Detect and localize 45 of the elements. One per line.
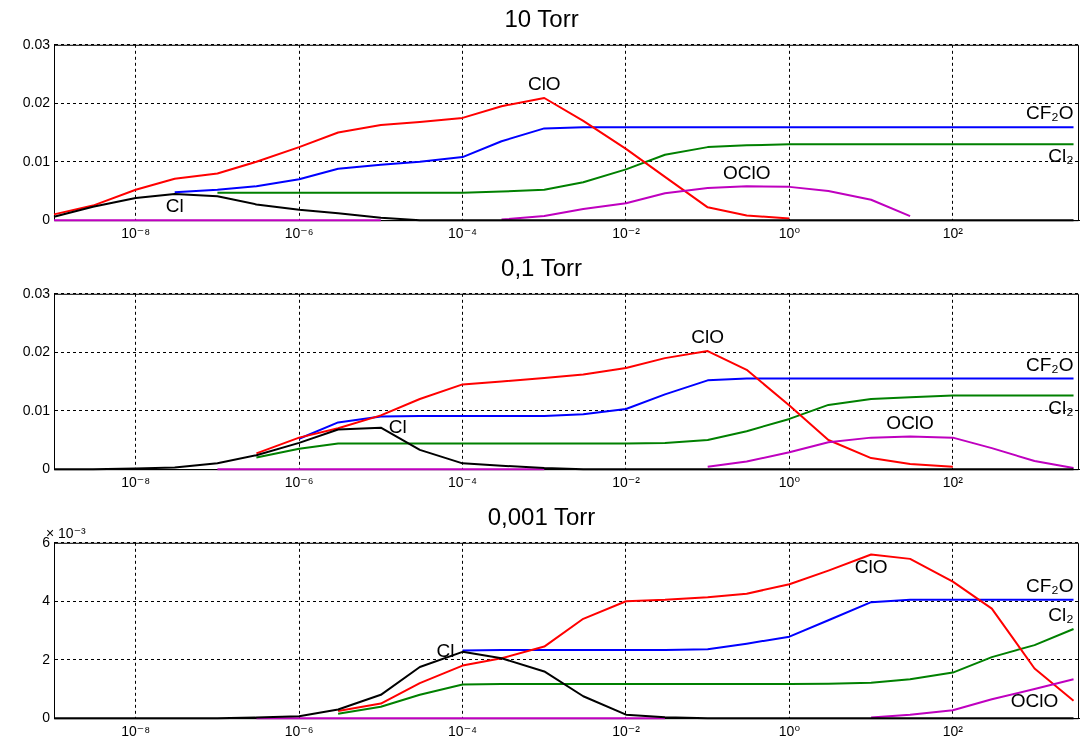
- x-tick-label: 10⁻⁶: [284, 474, 314, 491]
- series-label: Cl: [165, 195, 184, 217]
- series-label: Cl: [436, 640, 455, 662]
- y-tick-label: 0.03: [22, 35, 51, 52]
- series-label: ClO: [854, 555, 888, 577]
- series-label: ClO: [691, 326, 725, 348]
- x-tick-label: 10⁰: [778, 225, 801, 242]
- y-tick-label: 0.02: [22, 343, 51, 360]
- series-label: CF₂O: [1026, 102, 1074, 124]
- series-label: Cl: [388, 415, 407, 437]
- y-tick-label: 0.03: [22, 284, 51, 301]
- x-tick-label: 10⁻⁴: [448, 474, 478, 491]
- series-label: OClO: [722, 161, 771, 183]
- x-tick-label: 10⁻⁸: [121, 225, 151, 242]
- x-tick-label: 10²: [942, 225, 964, 242]
- chart-title: 0,1 Torr: [501, 254, 582, 282]
- y-tick-label: 4: [42, 592, 51, 609]
- x-tick-label: 10⁻⁴: [448, 225, 478, 242]
- chart-title: 10 Torr: [504, 5, 579, 33]
- y-tick-label: 0: [42, 460, 51, 477]
- series-label: OClO: [1010, 690, 1059, 712]
- x-tick-label: 10⁻²: [612, 723, 641, 740]
- x-tick-label: 10⁻⁶: [284, 225, 314, 242]
- x-tick-label: 10⁰: [778, 474, 801, 491]
- x-tick-label: 10⁻⁸: [121, 723, 151, 740]
- x-tick-label: 10⁰: [778, 723, 801, 740]
- y-tick-label: 0: [42, 211, 51, 228]
- y-tick-label: 0.02: [22, 94, 51, 111]
- x-tick-label: 10⁻⁴: [448, 723, 478, 740]
- x-tick-label: 10⁻²: [612, 225, 641, 242]
- x-tick-label: 10⁻⁶: [284, 723, 314, 740]
- y-tick-label: 0: [42, 709, 51, 726]
- series-label: Cl₂: [1048, 604, 1074, 626]
- y-tick-label: 0.01: [22, 401, 51, 418]
- y-tick-label: 2: [42, 650, 51, 667]
- series-label: ClO: [527, 73, 561, 95]
- x-tick-label: 10⁻²: [612, 474, 641, 491]
- series-label: CF₂O: [1026, 353, 1074, 375]
- x-tick-label: 10²: [942, 723, 964, 740]
- series-label: CF₂O: [1026, 575, 1074, 597]
- y-tick-label: 0.01: [22, 152, 51, 169]
- x-tick-label: 10²: [942, 474, 964, 491]
- chart-title: 0,001 Torr: [487, 503, 596, 531]
- x-tick-label: 10⁻⁸: [121, 474, 151, 491]
- series-label: OClO: [886, 411, 934, 433]
